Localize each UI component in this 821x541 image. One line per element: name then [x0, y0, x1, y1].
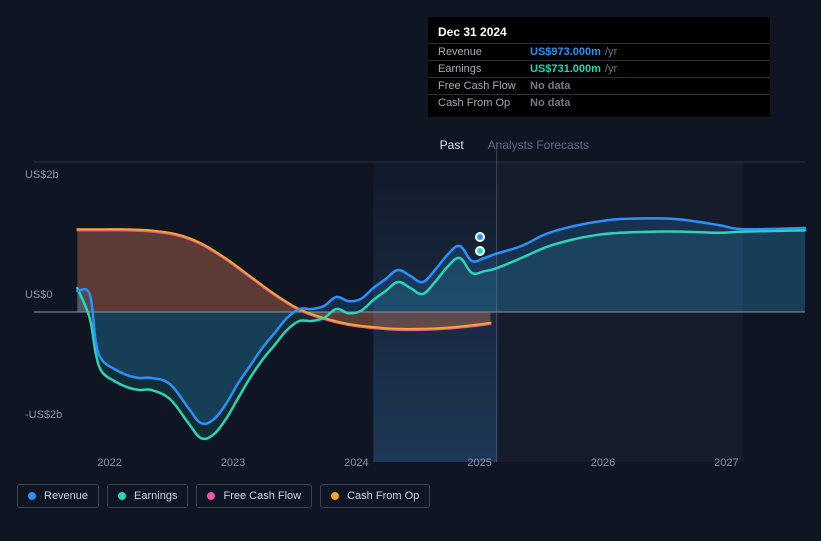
tooltip-metric-label: Earnings — [438, 63, 530, 75]
financial-forecast-chart: US$2b US$0 -US$2b 2022 2023 2024 2025 2026 2027… — [17, 17, 805, 507]
x-axis-tick: 2026 — [591, 457, 615, 469]
tooltip-row: Cash From OpNo data — [428, 94, 770, 111]
legend-item-free-cash-flow[interactable]: Free Cash Flow — [196, 484, 312, 508]
legend-dot-icon — [207, 492, 215, 500]
data-marker — [475, 232, 485, 242]
tooltip-metric-unit: /yr — [605, 46, 617, 58]
tooltip-metric-label: Cash From Op — [438, 97, 530, 109]
legend-dot-icon — [28, 492, 36, 500]
x-axis-tick: 2022 — [97, 457, 121, 469]
x-axis-tick: 2023 — [221, 457, 245, 469]
data-tooltip: Dec 31 2024 RevenueUS$973.000m/yrEarning… — [428, 17, 770, 117]
y-axis-tick: -US$2b — [25, 409, 62, 421]
tooltip-metric-value: US$731.000m — [530, 63, 601, 75]
tooltip-row: EarningsUS$731.000m/yr — [428, 60, 770, 77]
legend-dot-icon — [331, 492, 339, 500]
legend-dot-icon — [118, 492, 126, 500]
tooltip-metric-label: Revenue — [438, 46, 530, 58]
data-marker — [475, 246, 485, 256]
y-axis-tick: US$0 — [25, 289, 53, 301]
legend-item-revenue[interactable]: Revenue — [17, 484, 99, 508]
legend-item-cash-from-op[interactable]: Cash From Op — [320, 484, 430, 508]
forecast-section-label: Analysts Forecasts — [488, 138, 589, 152]
y-axis-tick: US$2b — [25, 169, 59, 181]
x-axis-tick: 2024 — [344, 457, 368, 469]
tooltip-metric-unit: /yr — [605, 63, 617, 75]
x-axis-tick: 2025 — [467, 457, 491, 469]
tooltip-metric-label: Free Cash Flow — [438, 80, 530, 92]
tooltip-metric-value: US$973.000m — [530, 46, 601, 58]
tooltip-row: Free Cash FlowNo data — [428, 77, 770, 94]
tooltip-row: RevenueUS$973.000m/yr — [428, 43, 770, 60]
past-section-label: Past — [440, 138, 464, 152]
chart-legend: Revenue Earnings Free Cash Flow Cash From O… — [17, 484, 430, 508]
legend-label: Cash From Op — [347, 490, 419, 502]
tooltip-metric-value: No data — [530, 97, 570, 109]
legend-label: Earnings — [134, 490, 177, 502]
legend-item-earnings[interactable]: Earnings — [107, 484, 188, 508]
x-axis-tick: 2027 — [714, 457, 738, 469]
legend-label: Free Cash Flow — [223, 490, 301, 502]
tooltip-metric-value: No data — [530, 80, 570, 92]
legend-label: Revenue — [44, 490, 88, 502]
tooltip-date: Dec 31 2024 — [428, 23, 770, 43]
